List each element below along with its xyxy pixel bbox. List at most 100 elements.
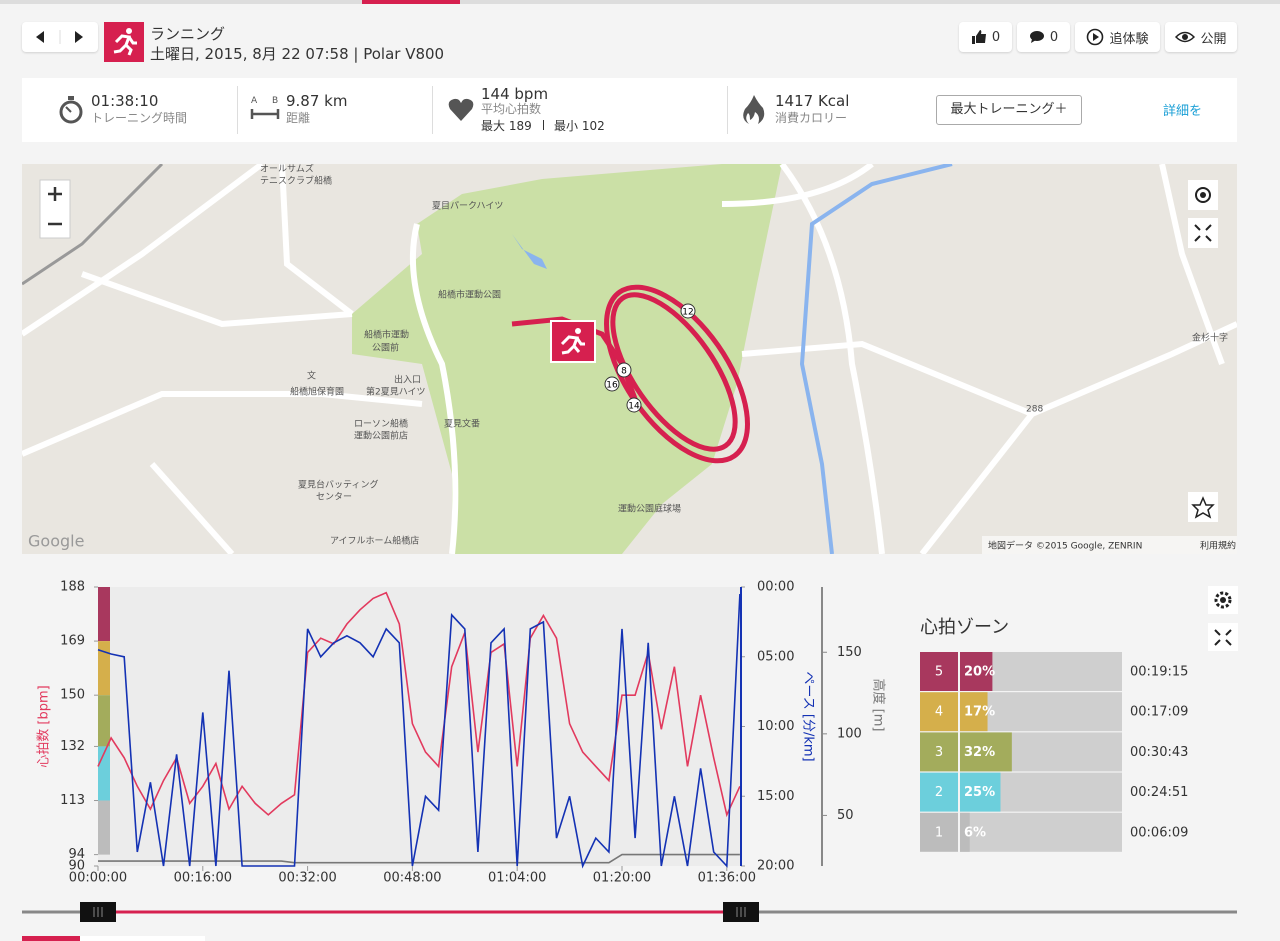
zone-number: 2 [935,785,943,800]
map-attribution: 地図データ ©2015 Google, ZENRIN [988,540,1142,552]
y2-tick-label: 00:00 [757,580,794,595]
y-tick-label: 188 [60,580,85,595]
map-label: 夏見文番 [444,418,480,430]
summary-bar: 01:38:10 トレーニング時間 A B 9.87 km 距離 144 bpm… [22,78,1237,142]
zone-number-cell [920,692,958,732]
map-label: 船橋市運動 [364,329,409,341]
y2-tick-label: 05:00 [757,649,794,664]
y2-tick-label: 20:00 [757,859,794,874]
separator [543,120,544,130]
y3-tick-label: 150 [837,645,862,660]
divider [237,86,238,134]
comment-button[interactable]: 0 [1017,22,1070,52]
x-tick-label: 00:00:00 [69,871,127,886]
x-tick-label: 00:48:00 [383,871,441,886]
map-label: 運動公園庭球場 [618,503,681,515]
zone-percent: 17% [964,705,995,720]
y3-tick-label: 50 [837,808,854,823]
details-link[interactable]: 詳細を [1163,104,1203,119]
calories: 1417 Kcal [775,92,850,110]
flame-icon [743,95,765,124]
heart-rate-label: 平均心拍数 [481,102,542,116]
map-label: センター [316,492,352,503]
zone-number: 1 [935,825,943,840]
zone-time: 00:06:09 [1130,825,1188,840]
top-bar-active [362,0,460,4]
x-tick-label: 01:04:00 [488,871,546,886]
map-label: ローソン船橋 [354,418,408,430]
y-tick-label: 113 [60,793,85,808]
distance-icon-b: B [272,96,279,106]
like-count: 0 [991,29,1001,45]
zone-strip [98,695,110,747]
map-label: 出入口 [394,374,421,386]
map-label: オールサムズ [260,164,314,175]
distance-icon-a: A [251,96,258,106]
map-label: 船橋旭保育園 [290,386,344,398]
range-handle[interactable] [80,902,116,922]
lap-marker: 8 [621,367,627,377]
zones-title: 心拍ゾーン [920,617,1009,638]
y2-tick-label: 10:00 [757,719,794,734]
stopwatch-icon [59,96,83,124]
lap-marker: 12 [682,308,693,318]
duration-label: トレーニング時間 [91,111,188,125]
map-label: 288 [1026,405,1043,415]
series-line [97,591,741,818]
divider [432,86,433,134]
heart-icon [448,98,474,121]
map-label: テニスクラブ船橋 [260,175,332,187]
share-label: 公開 [1200,31,1227,47]
map-label: 運動公園前店 [354,430,408,442]
training-button[interactable]: 最大トレーニング＋ [936,95,1082,125]
heart-rate-min: 最小 102 [554,119,605,133]
activity-name: ランニング [150,25,226,43]
x-tick-label: 00:16:00 [174,871,232,886]
fullscreen-button[interactable] [1188,218,1218,248]
x-tick-label: 00:32:00 [278,871,336,886]
heart-rate-max: 最大 189 [481,119,532,133]
top-bar [0,0,1280,4]
lap-marker: 16 [606,381,618,391]
series-line [97,593,741,869]
range-handle[interactable] [723,902,759,922]
nav-buttons[interactable] [22,22,98,52]
chart-settings[interactable] [1208,586,1238,614]
zoom-controls[interactable] [39,179,71,239]
zone-percent: 25% [964,785,995,800]
zone-percent: 6% [964,825,986,840]
zone-bar [960,732,1012,772]
map-label: 船橋市運動公園 [438,289,501,301]
favorite-button[interactable] [1188,492,1218,522]
calories-label: 消費カロリー [775,111,848,125]
relive-label: 追体験 [1109,31,1149,47]
distance-icon [250,109,280,119]
map-label: 公園前 [372,342,399,354]
distance: 9.87 km [286,92,348,110]
distance-label: 距離 [286,111,311,125]
map-label: 夏見台バッティング [298,479,378,491]
x-tick-label: 01:36:00 [698,871,756,886]
chart-fullscreen[interactable] [1208,623,1238,651]
relive-button[interactable]: 追体験 [1075,22,1160,52]
share-button[interactable]: 公開 [1165,22,1237,52]
y-tick-label: 132 [60,739,85,754]
zone-bar [960,812,970,852]
zone-number-cell [920,812,958,852]
zone-time: 00:30:43 [1130,745,1188,760]
activity-icon [104,22,144,62]
zone-track [960,812,1122,852]
locate-button[interactable] [1188,180,1218,210]
zone-number: 5 [935,665,943,680]
map-label: アイフルホーム船橋店 [330,535,419,547]
zone-strip [98,641,110,696]
y-tick-label: 150 [60,688,85,703]
like-button[interactable]: 0 [959,22,1012,52]
y-axis-label: 心拍数 [bpm] [37,685,52,767]
nav-arrows [36,30,83,44]
zone-number-cell [920,652,958,691]
lap-marker: 14 [628,402,640,412]
map-terms[interactable]: 利用規約 [1200,540,1236,552]
y-tick-label: 90 [68,859,85,874]
